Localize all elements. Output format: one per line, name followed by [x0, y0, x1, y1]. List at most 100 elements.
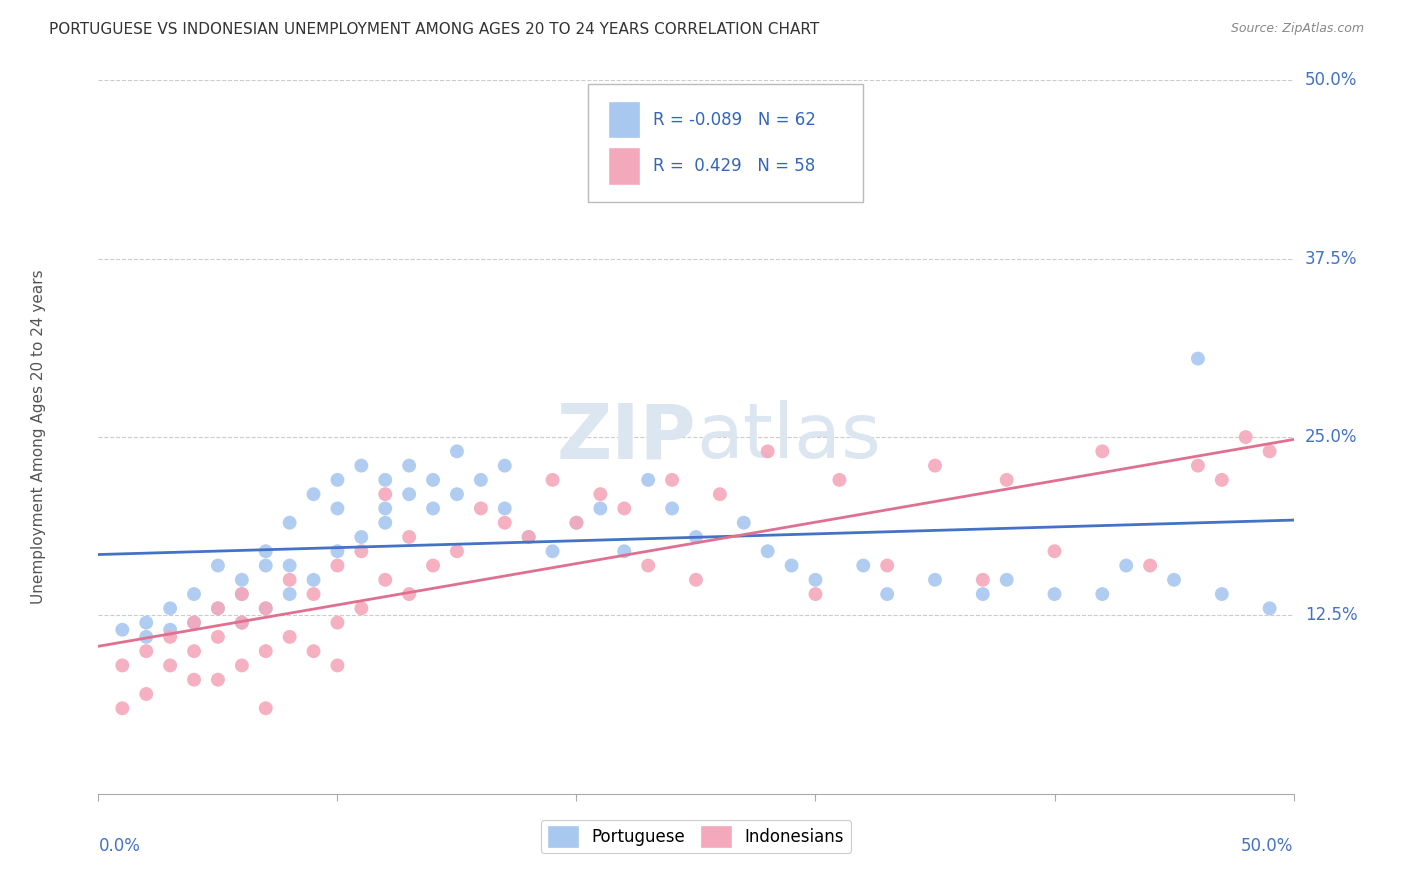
Point [254, 701, 277, 715]
Point [374, 487, 396, 501]
Point [1187, 458, 1209, 473]
Point [135, 630, 157, 644]
Point [111, 701, 134, 715]
Text: Unemployment Among Ages 20 to 24 years: Unemployment Among Ages 20 to 24 years [31, 269, 46, 605]
Point [278, 558, 301, 573]
Point [231, 615, 253, 630]
Point [470, 473, 492, 487]
Point [350, 544, 373, 558]
Point [804, 573, 827, 587]
Point [1258, 601, 1281, 615]
Point [278, 630, 301, 644]
Point [422, 473, 444, 487]
Point [876, 558, 898, 573]
Point [756, 444, 779, 458]
Text: 50.0%: 50.0% [1241, 837, 1294, 855]
Point [326, 473, 349, 487]
Point [1043, 587, 1066, 601]
Point [254, 544, 277, 558]
Point [446, 544, 468, 558]
Point [685, 530, 707, 544]
Point [470, 501, 492, 516]
Point [995, 573, 1018, 587]
Point [1139, 558, 1161, 573]
Point [302, 644, 325, 658]
Point [398, 587, 420, 601]
Point [278, 587, 301, 601]
Point [972, 587, 994, 601]
Point [852, 558, 875, 573]
Point [589, 487, 612, 501]
Point [159, 630, 181, 644]
Point [207, 558, 229, 573]
Point [924, 458, 946, 473]
Point [302, 487, 325, 501]
Point [231, 587, 253, 601]
Point [231, 573, 253, 587]
Legend: Portuguese, Indonesians: Portuguese, Indonesians [541, 820, 851, 854]
Point [661, 473, 683, 487]
Point [1234, 430, 1257, 444]
Point [494, 458, 516, 473]
Point [1258, 444, 1281, 458]
Text: Source: ZipAtlas.com: Source: ZipAtlas.com [1230, 22, 1364, 36]
Point [207, 601, 229, 615]
Point [326, 615, 349, 630]
Point [637, 558, 659, 573]
Point [159, 658, 181, 673]
Point [517, 530, 540, 544]
Point [446, 444, 468, 458]
Point [1187, 351, 1209, 366]
Point [661, 501, 683, 516]
Point [159, 623, 181, 637]
Point [709, 487, 731, 501]
Point [111, 623, 134, 637]
Point [183, 587, 205, 601]
Point [350, 601, 373, 615]
Point [183, 615, 205, 630]
Point [135, 687, 157, 701]
Point [541, 544, 564, 558]
Point [768, 173, 790, 187]
Point [876, 587, 898, 601]
Point [302, 573, 325, 587]
Text: atlas: atlas [696, 401, 880, 474]
Text: R =  0.429   N = 58: R = 0.429 N = 58 [652, 157, 815, 175]
Point [183, 615, 205, 630]
Point [374, 573, 396, 587]
Point [398, 530, 420, 544]
Point [135, 644, 157, 658]
Point [613, 501, 636, 516]
Point [278, 516, 301, 530]
Text: R = -0.089   N = 62: R = -0.089 N = 62 [652, 111, 815, 128]
Point [637, 473, 659, 487]
Point [1211, 587, 1233, 601]
Point [374, 473, 396, 487]
Point [159, 601, 181, 615]
Point [1091, 587, 1114, 601]
Point [494, 501, 516, 516]
Point [422, 558, 444, 573]
Point [135, 615, 157, 630]
Point [1163, 573, 1185, 587]
Point [1211, 473, 1233, 487]
Text: ZIP: ZIP [557, 401, 696, 474]
Point [613, 544, 636, 558]
Point [254, 601, 277, 615]
Point [565, 516, 588, 530]
Point [111, 658, 134, 673]
Point [231, 587, 253, 601]
Point [494, 516, 516, 530]
Point [207, 601, 229, 615]
Text: 0.0%: 0.0% [98, 837, 141, 855]
Point [398, 487, 420, 501]
Point [589, 501, 612, 516]
Point [924, 573, 946, 587]
Point [1043, 544, 1066, 558]
Point [207, 673, 229, 687]
Point [183, 673, 205, 687]
Point [422, 501, 444, 516]
Point [541, 473, 564, 487]
Point [1091, 444, 1114, 458]
Point [350, 530, 373, 544]
